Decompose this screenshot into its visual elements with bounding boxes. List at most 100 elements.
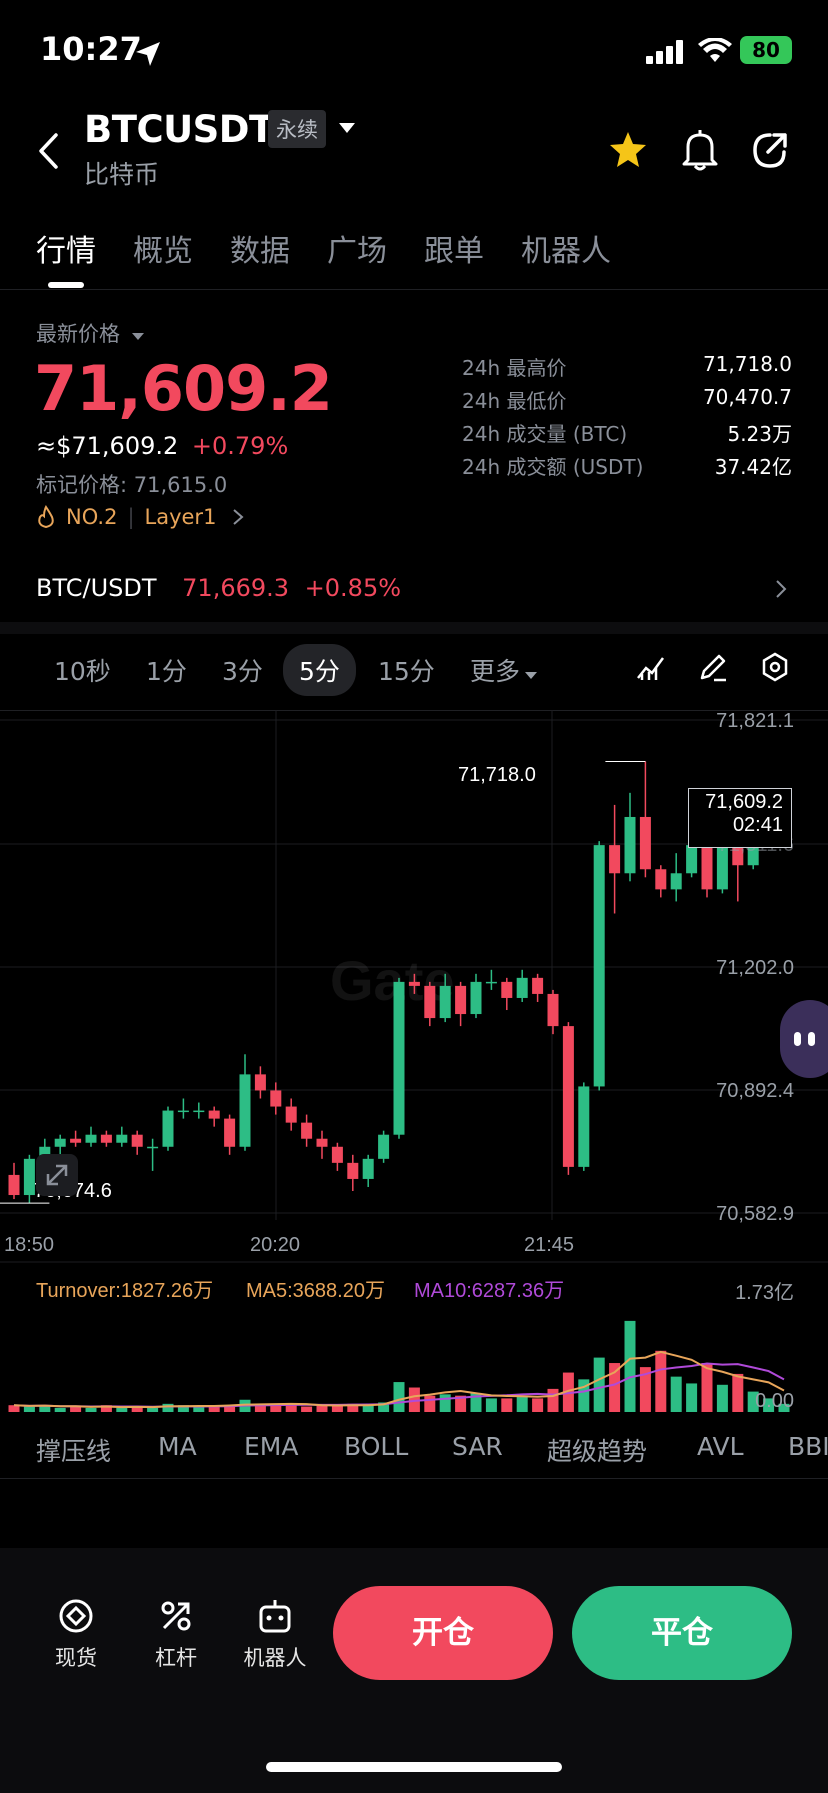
volume-bar [8,1405,20,1412]
tf-more[interactable]: 更多 [470,652,538,688]
indicator-ma[interactable]: MA [158,1432,197,1461]
candle-body [732,833,744,866]
back-arrow-icon[interactable] [36,132,60,170]
bell-icon[interactable] [680,128,720,172]
volume-bar [54,1407,66,1412]
tab-copy-trading[interactable]: 跟单 [424,234,484,269]
volume-bar [147,1407,159,1412]
draw-pencil-icon[interactable] [698,652,728,682]
tf-3m[interactable]: 3分 [222,657,263,686]
indicator-bbi[interactable]: BBI [788,1432,828,1461]
spot-nav-button[interactable]: 现货 [26,1596,126,1672]
assistant-eyes-icon [794,1032,815,1046]
price-change: +0.79% [191,432,289,460]
volume-bar [362,1405,374,1412]
volume-bar [85,1407,97,1412]
spot-pair-name: BTC/USDT [36,574,157,602]
tags-row[interactable]: NO.2 | Layer1 [36,505,244,529]
status-time: 10:27 [40,30,142,68]
leverage-nav-button[interactable]: 杠杆 [126,1596,226,1672]
indicator-avl[interactable]: AVL [697,1432,744,1461]
pair-title[interactable]: BTCUSDT [84,108,274,151]
spot-pair-row[interactable]: BTC/USDT 71,669.3 +0.85% [36,574,401,602]
ma5-legend: MA5:3688.20万 [246,1280,385,1302]
latest-price-label[interactable]: 最新价格 [36,318,145,348]
tf-5m[interactable]: 5分 [283,644,356,696]
candle-body [593,845,605,1087]
candle-body [23,1158,35,1196]
price-axis-label: 70,892.4 [716,1080,794,1102]
stat-low-label: 24h 最低价 [462,389,567,413]
indicator-icon[interactable] [636,652,666,682]
tabs-divider [0,289,828,290]
wifi-icon [698,38,732,62]
volume-bar [116,1407,128,1412]
caret-down-icon [131,333,144,340]
tab-overview[interactable]: 概览 [133,234,193,269]
open-position-button[interactable]: 开仓 [333,1586,553,1680]
spot-icon [59,1599,93,1633]
candlestick-chart[interactable]: Gate [0,710,828,1430]
volume-min-label: 0.00 [755,1390,794,1412]
tab-data[interactable]: 数据 [230,234,290,269]
candle-body [177,1110,189,1113]
tf-10s[interactable]: 10秒 [54,657,111,686]
pair-dropdown-icon[interactable] [338,122,356,134]
volume-bar [547,1388,559,1412]
candle-body [532,977,544,994]
spot-row-chevron-icon[interactable] [774,578,788,600]
candle-body [254,1074,266,1091]
share-icon[interactable] [750,130,790,170]
candle-body [100,1134,112,1143]
tab-bot[interactable]: 机器人 [521,234,611,269]
stat-high-value: 71,718.0 [702,352,792,376]
stat-volume-label: 24h 成交量 (BTC) [462,422,628,446]
indicator-support-resistance[interactable]: 撑压线 [36,1437,112,1466]
bot-nav-button[interactable]: 机器人 [225,1596,325,1672]
volume-bar [70,1406,82,1412]
volume-bar [23,1406,35,1412]
battery-indicator: 80 [740,36,792,64]
volume-bar [778,1403,790,1412]
tag-separator: | [127,505,135,529]
candle-body [686,845,698,874]
volume-bar [208,1406,220,1412]
tab-market[interactable]: 行情 [36,234,96,269]
leverage-nav-label: 杠杆 [155,1646,197,1670]
tf-15m[interactable]: 15分 [378,657,435,686]
price-axis-label: 70,582.9 [716,1203,794,1225]
flame-icon [38,505,54,529]
volume-bar [393,1382,405,1412]
volume-max-label: 1.73亿 [735,1282,794,1304]
spot-nav-label: 现货 [55,1646,97,1670]
favorite-star-icon[interactable] [608,130,648,170]
leverage-icon [161,1601,191,1631]
time-axis-label: 18:50 [4,1234,55,1256]
chart-settings-icon[interactable] [760,652,790,682]
indicator-boll[interactable]: BOLL [344,1432,409,1461]
candle-body [147,1146,159,1149]
indicator-ema[interactable]: EMA [244,1432,299,1461]
candle-body [562,1026,574,1167]
volume-bar [285,1405,297,1412]
robot-icon [259,1600,291,1633]
volume-bar [686,1383,698,1412]
candle-body [455,985,467,1015]
candle-body [70,1138,82,1143]
candle-body [747,833,759,866]
section-gap [0,622,828,634]
close-position-button[interactable]: 平仓 [572,1586,792,1680]
candle-body [85,1134,97,1143]
volume-bar [301,1406,313,1412]
assistant-floating-button[interactable] [780,1000,828,1078]
volume-bar [347,1403,359,1412]
fullscreen-button[interactable] [36,1154,78,1196]
signal-icon [646,40,683,64]
indicator-supertrend[interactable]: 超级趋势 [547,1437,648,1466]
home-indicator [266,1762,562,1772]
tab-square[interactable]: 广场 [327,234,387,269]
contract-type-badge[interactable]: 永续 [268,110,326,148]
sector-tag: Layer1 [144,505,217,529]
tf-1m[interactable]: 1分 [146,657,187,686]
indicator-sar[interactable]: SAR [452,1432,503,1461]
